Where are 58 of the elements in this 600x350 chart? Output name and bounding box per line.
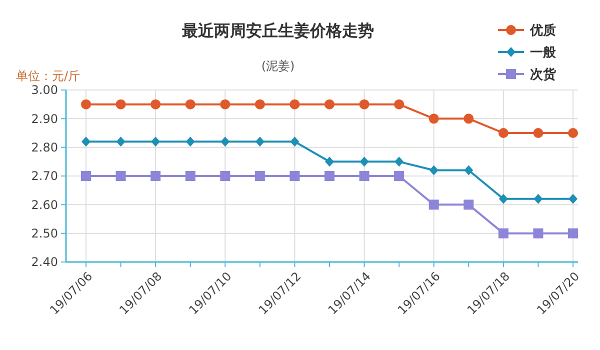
point xyxy=(116,171,126,181)
point xyxy=(428,114,439,124)
y-tick-label: 2.80 xyxy=(31,140,58,155)
point xyxy=(150,99,161,110)
point xyxy=(464,114,474,124)
point xyxy=(324,171,334,181)
point xyxy=(185,99,196,110)
point xyxy=(464,165,474,176)
point xyxy=(186,136,195,147)
point xyxy=(116,99,126,110)
point xyxy=(81,171,91,181)
point xyxy=(290,99,300,110)
point xyxy=(254,99,265,110)
point xyxy=(498,128,508,138)
point xyxy=(428,200,439,210)
legend-label: 优质 xyxy=(529,22,556,39)
point xyxy=(394,99,404,110)
point xyxy=(360,156,369,167)
point xyxy=(498,228,508,238)
point xyxy=(185,171,196,181)
y-tick-label: 2.60 xyxy=(31,198,58,212)
point xyxy=(290,171,300,181)
point xyxy=(220,99,230,110)
point xyxy=(324,99,334,110)
y-tick-label: 2.90 xyxy=(31,112,58,126)
legend-label: 一般 xyxy=(530,46,557,61)
point xyxy=(359,171,370,181)
y-tick-label: 2.40 xyxy=(31,255,58,270)
point xyxy=(255,136,264,147)
point xyxy=(533,128,544,138)
point xyxy=(81,99,91,110)
chart-title: 最近两周安丘生姜价格走势 xyxy=(181,21,374,40)
point xyxy=(220,136,230,147)
point xyxy=(290,136,300,147)
point xyxy=(568,194,578,204)
point xyxy=(394,171,404,181)
point xyxy=(254,171,265,181)
y-tick-label: 2.70 xyxy=(31,169,58,184)
point xyxy=(220,171,230,181)
point xyxy=(429,165,438,176)
point xyxy=(394,156,404,167)
point xyxy=(568,128,578,138)
y-tick-label: 2.50 xyxy=(31,226,58,241)
point xyxy=(325,156,334,167)
chart-subtitle: (泥姜) xyxy=(261,59,295,73)
point xyxy=(533,228,544,238)
point xyxy=(534,194,543,204)
point xyxy=(116,136,126,147)
point xyxy=(150,171,161,181)
point xyxy=(464,200,474,210)
y-tick-label: 3.00 xyxy=(31,83,58,98)
legend-label: 次货 xyxy=(530,66,557,83)
point xyxy=(568,228,578,238)
point xyxy=(359,99,370,110)
point xyxy=(82,136,90,147)
y-axis-title: 单位：元/斤 xyxy=(16,69,80,83)
point xyxy=(151,136,160,147)
point xyxy=(498,194,508,204)
